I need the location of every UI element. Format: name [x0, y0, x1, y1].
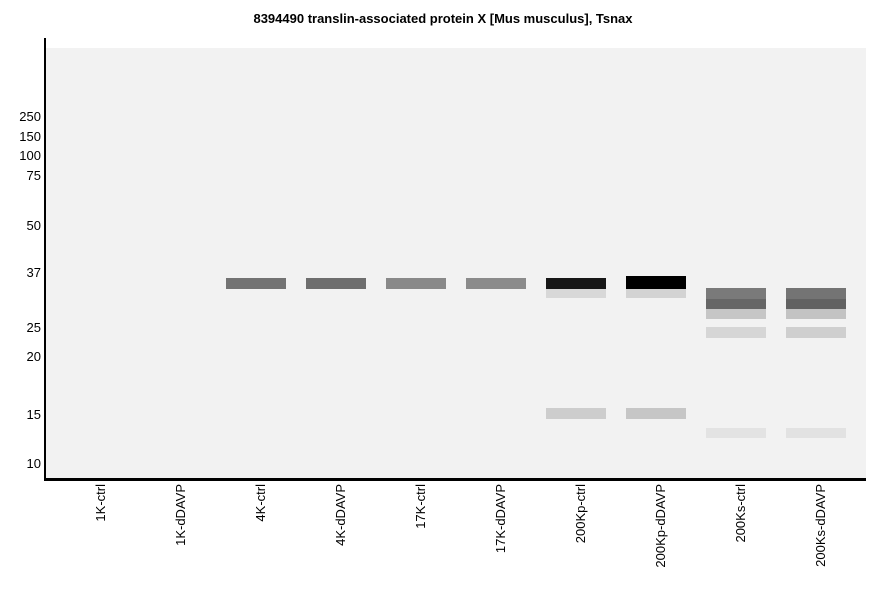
band-200Ks-dDAVP-13kda [786, 428, 846, 438]
y-axis-marker-37: 37 [26, 265, 41, 280]
lane-label-200Ks-ctrl: 200Ks-ctrl [733, 484, 748, 543]
band-200Ks-ctrl-33kda [706, 288, 766, 299]
band-4K-ctrl-34kda [226, 278, 286, 289]
band-17K-dDAVP-34kda [466, 278, 526, 289]
y-axis-marker-10: 10 [26, 456, 41, 471]
lane-label-4K-ctrl: 4K-ctrl [253, 484, 268, 522]
x-axis-line [44, 478, 866, 481]
lane-label-4K-dDAVP: 4K-dDAVP [333, 484, 348, 546]
band-200Kp-ctrl-15kda [546, 408, 606, 419]
lane-label-1K-ctrl: 1K-ctrl [93, 484, 108, 522]
band-17K-ctrl-34kda [386, 278, 446, 289]
band-200Ks-ctrl-29kda [706, 309, 766, 319]
y-axis-marker-50: 50 [26, 218, 41, 233]
y-axis-marker-250: 250 [19, 109, 41, 124]
y-axis-marker-25: 25 [26, 320, 41, 335]
y-axis-marker-15: 15 [26, 407, 41, 422]
band-200Kp-dDAVP-32kda [626, 289, 686, 298]
band-200Ks-dDAVP-29kda [786, 309, 846, 319]
plot-area [46, 48, 866, 478]
band-4K-dDAVP-34kda [306, 278, 366, 289]
y-axis-marker-75: 75 [26, 168, 41, 183]
band-200Ks-ctrl-24kda [706, 327, 766, 338]
y-axis-line [44, 38, 46, 481]
lane-label-17K-dDAVP: 17K-dDAVP [493, 484, 508, 554]
chart-title: 8394490 translin-associated protein X [M… [253, 11, 633, 26]
band-200Ks-ctrl-13kda [706, 428, 766, 438]
lane-label-1K-dDAVP: 1K-dDAVP [173, 484, 188, 546]
y-axis-marker-100: 100 [19, 148, 41, 163]
lane-label-200Kp-dDAVP: 200Kp-dDAVP [653, 484, 668, 568]
band-200Ks-dDAVP-24kda [786, 327, 846, 338]
band-200Ks-dDAVP-31kda [786, 299, 846, 309]
band-200Ks-dDAVP-33kda [786, 288, 846, 299]
band-200Kp-dDAVP-15kda [626, 408, 686, 419]
y-axis-marker-20: 20 [26, 349, 41, 364]
band-200Ks-ctrl-31kda [706, 299, 766, 309]
lane-label-200Kp-ctrl: 200Kp-ctrl [573, 484, 588, 544]
band-200Kp-dDAVP-35kda [626, 276, 686, 289]
y-axis-marker-150: 150 [19, 129, 41, 144]
lane-label-17K-ctrl: 17K-ctrl [413, 484, 428, 529]
band-200Kp-ctrl-34kda [546, 278, 606, 289]
band-200Kp-ctrl-32kda [546, 289, 606, 298]
lane-label-200Ks-dDAVP: 200Ks-dDAVP [813, 484, 828, 567]
